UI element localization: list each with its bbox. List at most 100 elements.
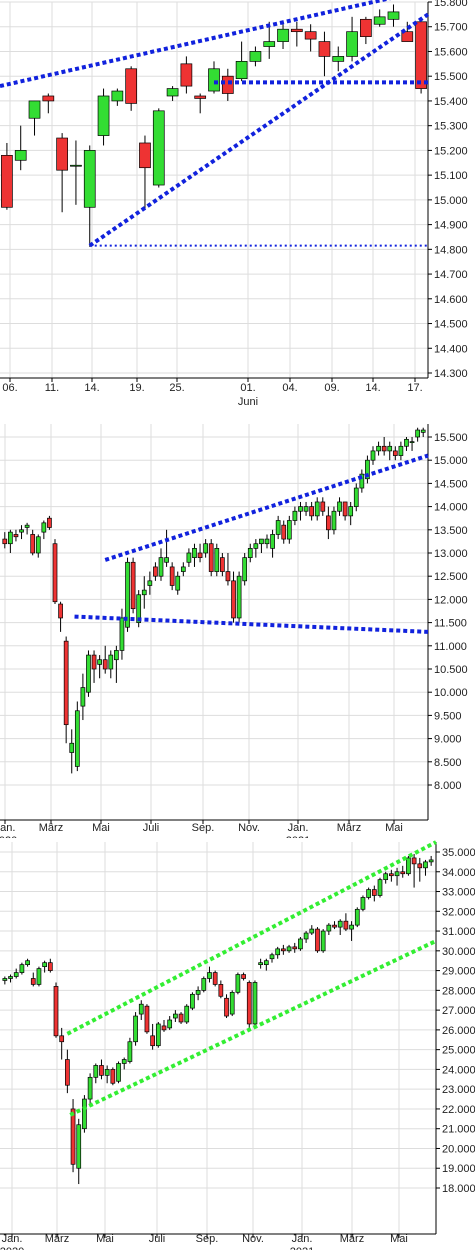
candle-body (371, 889, 377, 896)
candle-body (192, 548, 197, 558)
candle-body (326, 924, 332, 932)
y-tick-label: 15.500 (434, 432, 468, 444)
candle-body (125, 68, 138, 104)
y-tick-label: 14.600 (434, 294, 468, 306)
trend-line (69, 939, 437, 1117)
candle-body (212, 972, 218, 985)
candle-body (247, 548, 253, 558)
candle-body (138, 1003, 144, 1015)
candle-body (406, 857, 411, 875)
candle-body (28, 100, 41, 119)
y-tick-label: 18.000 (442, 1183, 475, 1195)
candle-body (30, 978, 36, 985)
y-tick-label: 12.000 (434, 594, 468, 606)
candle-body (175, 575, 181, 591)
candle-body (417, 863, 423, 869)
candle-body (354, 908, 360, 926)
candlestick-chart-1: 14.300 14.400 14.500 14.600 14.700 14.800 14.9… (0, 0, 468, 408)
candle-body (158, 557, 164, 577)
candle-body (1, 154, 13, 208)
candle-body (315, 928, 320, 952)
y-tick-label: 14.500 (434, 319, 468, 331)
y-tick-label: 15.000 (434, 455, 468, 467)
candle-body (298, 506, 303, 512)
candle-body (141, 589, 147, 596)
candle-body (153, 566, 158, 577)
x-tick-label: März (337, 822, 361, 834)
y-tick-label: 14.700 (434, 269, 468, 281)
candle-body (80, 687, 86, 707)
candle-body (346, 31, 358, 57)
candle-body (83, 150, 96, 208)
candle-body (69, 742, 75, 753)
y-tick-label: 15.300 (434, 121, 468, 133)
candle-body (342, 501, 348, 517)
y-tick-label: 15.000 (434, 195, 468, 207)
candle-body (235, 61, 248, 80)
y-tick-label: 10.500 (434, 664, 468, 676)
candle-body (387, 445, 393, 452)
candle-body (121, 1059, 127, 1064)
candle-body (139, 142, 151, 169)
candle-body (383, 873, 389, 881)
candle-body (207, 972, 212, 979)
y-tick-label: 32.000 (442, 906, 475, 918)
y-tick-label: 15.200 (434, 145, 468, 157)
x-tick-label: 19. (129, 382, 144, 394)
trend-line (74, 614, 429, 634)
candle-body (104, 1069, 110, 1076)
candle-body (102, 659, 108, 670)
candle-body (42, 95, 55, 102)
candle-body (281, 948, 286, 952)
candle-body (127, 1041, 133, 1062)
candle-body (353, 487, 359, 507)
candle-body (275, 948, 281, 956)
x-sub-label: Juni (238, 396, 258, 408)
candle-body (320, 930, 326, 952)
x-tick-label: 14. (365, 382, 380, 394)
candle-body (224, 997, 229, 1017)
candle-body (411, 857, 417, 865)
trend-line (104, 453, 429, 562)
candle-body (398, 445, 404, 456)
candle-body (401, 31, 414, 42)
x-tick-label: 09. (324, 382, 339, 394)
candle-body (337, 920, 343, 928)
candle-body (326, 515, 331, 531)
y-tick-label: 26.000 (442, 1025, 475, 1037)
y-tick-label: 15.400 (434, 96, 468, 108)
candle-body (208, 68, 220, 92)
y-tick-label: 11.000 (434, 641, 467, 653)
candle-body (389, 873, 394, 877)
candle-body (246, 982, 252, 1025)
candle-body (236, 575, 242, 619)
y-tick-label: 13.000 (434, 548, 468, 560)
y-tick-label: 31.000 (442, 926, 475, 938)
y-tick-label: 14.500 (434, 478, 468, 490)
candle-body (13, 534, 19, 538)
chart-panel-1: 14.300 14.400 14.500 14.600 14.700 14.800 14.9… (0, 0, 475, 410)
candle-body (24, 524, 30, 528)
candle-body (74, 710, 80, 767)
candle-body (180, 566, 186, 572)
candle-body (409, 441, 415, 443)
x-tick-label: März (340, 1233, 364, 1245)
candle-body (144, 1005, 150, 1033)
x-tick-label: Jan. (288, 822, 309, 834)
candle-body (25, 960, 30, 966)
candle-body (415, 21, 427, 89)
y-tick-label: 19.000 (442, 1163, 475, 1175)
candle-body (56, 137, 68, 171)
x-tick-label: 17. (407, 382, 422, 394)
trend-line (0, 0, 392, 89)
y-tick-label: 22.000 (442, 1104, 475, 1116)
candle-body (167, 1019, 173, 1029)
candle-body (264, 538, 270, 545)
candle-body (19, 529, 24, 533)
candle-body (208, 543, 214, 572)
candle-body (423, 861, 428, 869)
candle-body (97, 95, 110, 136)
y-tick-label: 35.000 (442, 847, 475, 859)
candle-body (359, 473, 365, 489)
y-tick-label: 14.300 (434, 368, 468, 380)
